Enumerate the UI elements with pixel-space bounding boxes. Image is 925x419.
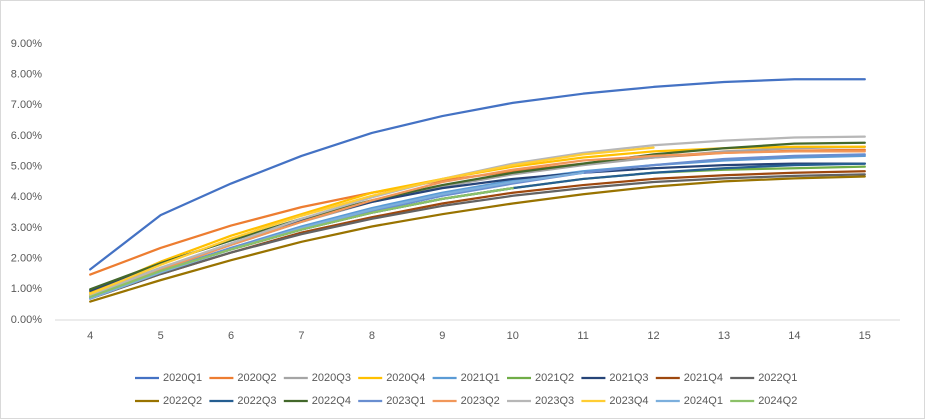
- legend-label: 2024Q2: [758, 395, 797, 407]
- legend-label: 2020Q2: [237, 372, 276, 384]
- y-tick-label: 5.00%: [11, 161, 42, 173]
- legend-label: 2020Q4: [386, 372, 425, 384]
- legend-label: 2023Q1: [386, 395, 425, 407]
- series-line: [89, 175, 866, 303]
- legend-label: 2021Q4: [684, 372, 723, 384]
- legend-label: 2022Q3: [237, 395, 276, 407]
- x-tick-label: 12: [647, 330, 659, 342]
- legend-label: 2024Q1: [684, 395, 723, 407]
- x-tick-label: 5: [158, 330, 164, 342]
- series-line: [89, 187, 514, 299]
- x-tick-label: 10: [507, 330, 519, 342]
- legend-label: 2020Q1: [163, 372, 202, 384]
- series-line: [89, 173, 866, 300]
- x-tick-label: 8: [369, 330, 375, 342]
- x-tick-label: 14: [788, 330, 800, 342]
- x-tick-label: 6: [228, 330, 234, 342]
- legend-label: 2022Q4: [312, 395, 351, 407]
- x-tick-label: 11: [577, 330, 588, 342]
- y-tick-label: 7.00%: [11, 99, 42, 111]
- series-line: [89, 146, 655, 296]
- legend-label: 2023Q4: [609, 395, 648, 407]
- legend-label: 2020Q3: [312, 372, 351, 384]
- y-tick-label: 1.00%: [11, 283, 42, 295]
- x-tick-label: 7: [298, 330, 304, 342]
- legend-label: 2022Q2: [163, 395, 202, 407]
- legend-label: 2021Q1: [461, 372, 500, 384]
- y-tick-label: 9.00%: [11, 38, 42, 50]
- y-tick-label: 3.00%: [11, 222, 42, 234]
- series-line: [89, 171, 585, 300]
- legend-label: 2023Q2: [461, 395, 500, 407]
- x-tick-label: 15: [859, 330, 871, 342]
- y-tick-label: 0.00%: [11, 314, 42, 326]
- series-line: [89, 150, 866, 299]
- legend-label: 2023Q3: [535, 395, 574, 407]
- series-line: [89, 153, 866, 300]
- y-tick-label: 6.00%: [11, 130, 42, 142]
- x-tick-label: 9: [439, 330, 445, 342]
- x-tick-label: 13: [718, 330, 730, 342]
- legend-label: 2021Q3: [609, 372, 648, 384]
- series-line: [89, 78, 866, 271]
- legend-label: 2022Q1: [758, 372, 797, 384]
- legend-label: 2021Q2: [535, 372, 574, 384]
- y-tick-label: 4.00%: [11, 191, 42, 203]
- y-tick-label: 2.00%: [11, 253, 42, 265]
- y-tick-label: 8.00%: [11, 69, 42, 81]
- x-tick-label: 4: [87, 330, 93, 342]
